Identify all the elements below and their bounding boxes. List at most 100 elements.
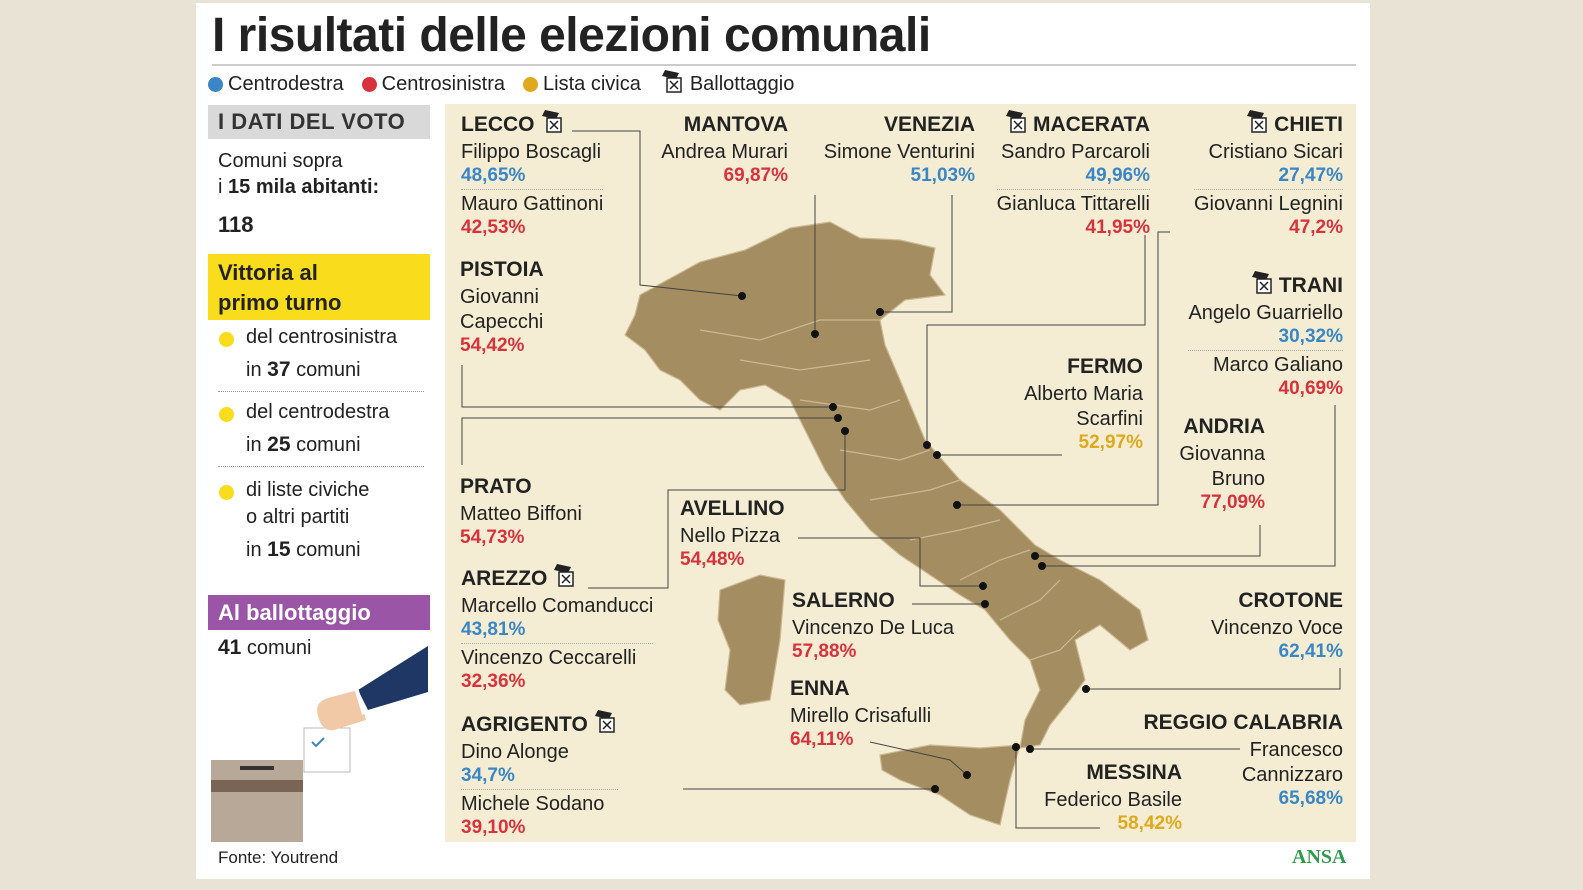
region-borders [699,319,1081,661]
ballot-icon [1251,270,1272,294]
ballot-box [211,792,303,842]
text: del centrosinistra [246,326,398,348]
city-dot [931,785,939,793]
city-name: ENNA [790,674,931,704]
rule [212,64,1356,66]
candidate-name: Vincenzo Ceccarelli [461,647,637,669]
candidate-result: 49,96% [1085,165,1150,186]
city-block: MESSINA Federico Basile 58,42% [1044,758,1182,835]
city-name-text: PRATO [460,475,532,498]
city-dots [738,292,1090,793]
ballot-icon-wrap [1249,269,1275,304]
city-name-text: ANDRIA [1183,415,1265,438]
number: 37 [267,358,291,381]
city-block: MACERATA Sandro Parcaroli 49,96% Gianluca T… [996,109,1150,239]
text: comuni [296,434,361,456]
city-name: REGGIO CALABRIA [1144,708,1344,738]
bullet-dot [219,332,234,347]
city-dot [834,414,842,422]
city-block: CHIETI Cristiano Sicari 27,47% Giovanni Leg… [1194,109,1343,239]
ballot-icon [1247,109,1267,133]
city-dot [979,582,987,590]
city-name: CHIETI [1194,109,1343,140]
city-dot [963,771,971,779]
ballot-icon [661,70,682,93]
city-name-text: AGRIGENTO [461,713,588,736]
ballot-paper [303,727,351,773]
leader-line [1086,668,1341,690]
candidate-result: 58,42% [1117,813,1182,834]
bullet-dot [219,407,234,422]
city-dot [981,600,989,608]
number: 25 [267,433,291,456]
candidate-result: 54,48% [680,549,745,570]
candidate-result: 64,11% [790,729,854,750]
city-name: CROTONE [1211,586,1343,616]
city-block: TRANI Angelo Guarriello 30,32% Marco Galian… [1188,269,1343,400]
sardinia [717,574,786,706]
separator [1188,350,1343,351]
text: in 15 comuni [246,538,361,562]
separator [996,189,1150,190]
city-name-text: ENNA [790,677,850,700]
candidate-result: 48,65% [461,165,526,186]
candidate-result: 54,73% [460,527,525,548]
text: comuni [296,539,361,561]
city-name: SALERNO [792,586,954,616]
city-block: AVELLINO Nello Pizza 54,48% [680,494,785,571]
city-name: AGRIGENTO [461,709,618,740]
candidate-result: 27,47% [1278,165,1343,186]
legend-label: Centrosinistra [381,72,506,95]
hand [317,690,366,731]
legend-dot [208,76,223,92]
city-block: MANTOVA Andrea Murari 69,87% [661,110,788,187]
total: 118 [218,212,254,237]
text: in [246,359,262,381]
candidate-name: Dino Alonge [461,741,569,763]
candidate-result: 54,42% [460,335,525,356]
candidate-name: Vincenzo Voce [1211,617,1343,639]
separator [218,391,424,392]
candidate-result: 62,41% [1278,641,1343,662]
city-dot [876,308,884,316]
candidate-name: Sandro Parcaroli [1001,141,1150,163]
candidate-result: 32,36% [461,671,526,692]
city-dot [1082,685,1090,693]
ballot-icon-wrap [539,108,565,143]
city-name: AVELLINO [680,494,785,524]
city-dot [1031,552,1039,560]
sleeve [358,646,428,710]
city-name-text: VENEZIA [883,113,975,136]
city-block: VENEZIA Simone Venturini 51,03% [824,110,975,187]
city-name: AREZZO [461,563,653,594]
text: in [246,434,262,456]
city-name: PRATO [460,472,582,502]
candidate-name: Angelo Guarriello [1188,302,1343,324]
city-name-text: REGGIO CALABRIA [1143,711,1344,734]
separator [1194,189,1343,190]
leader-line [588,431,846,589]
leader-line [1042,405,1336,567]
candidate-name: Michele Sodano [461,793,605,815]
city-name-text: AREZZO [461,567,548,590]
city-dot [1026,745,1034,753]
text: 41 comuni [218,636,311,660]
source: Fonte: Youtrend [218,848,339,867]
city-name: TRANI [1188,269,1343,304]
city-dot [841,427,849,435]
city-name-text: CHIETI [1274,113,1343,136]
city-block: PISTOIA Giovanni Capecchi 54,42% [460,255,570,357]
city-block: ANDRIA Giovanna Bruno 77,09% [1155,412,1265,514]
number: 41 [218,636,242,659]
candidate-result: 43,81% [461,619,526,640]
leader-line [869,741,968,776]
leader-line [957,231,1170,506]
legend-dot [523,76,539,92]
candidate-name: Alberto Maria Scarfini [1024,383,1143,430]
ballot-slot [240,766,274,770]
legend-item: Centrodestra [208,73,344,96]
candidate-name: Giovanna Bruno [1179,443,1265,490]
city-block: LECCO Filippo Boscagli 48,65% Mauro Gattino… [461,108,604,239]
candidate-result: 69,87% [723,165,788,186]
italy [624,221,1149,826]
